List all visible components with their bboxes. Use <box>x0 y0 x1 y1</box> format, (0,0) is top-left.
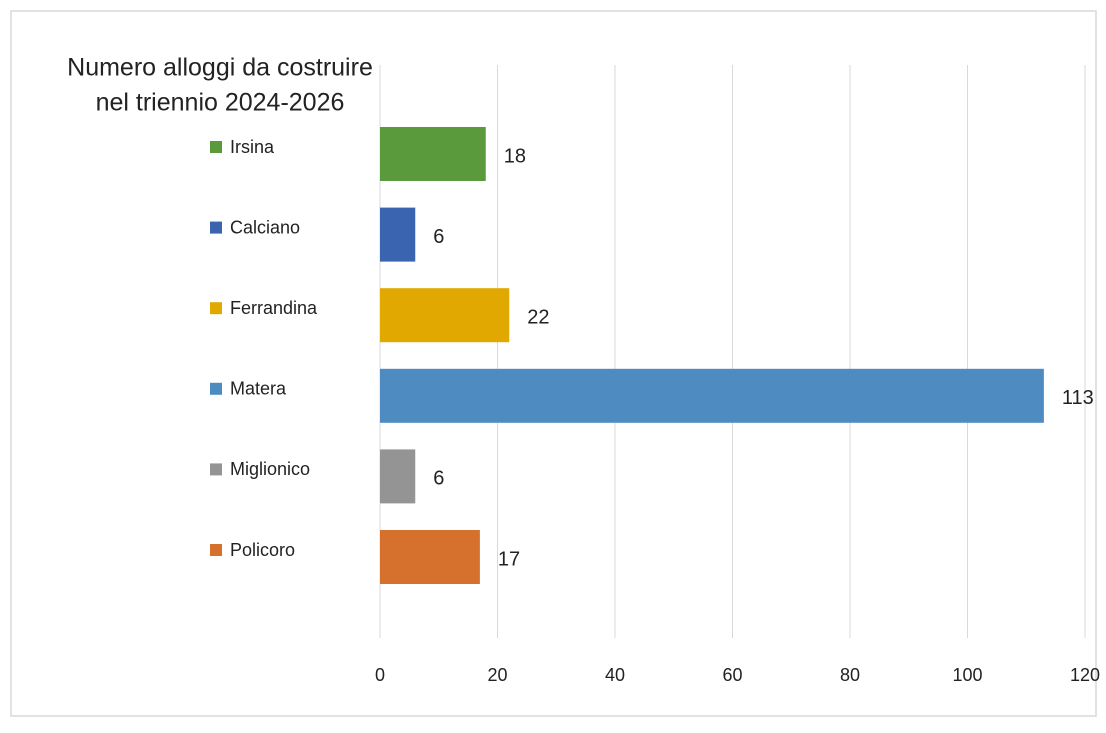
x-tick-label: 20 <box>487 665 507 685</box>
x-tick-label: 0 <box>375 665 385 685</box>
x-tick-label: 120 <box>1070 665 1100 685</box>
x-tick-label: 60 <box>722 665 742 685</box>
data-label: 17 <box>498 548 520 570</box>
legend-swatch <box>210 544 222 556</box>
legend-swatch <box>210 141 222 153</box>
data-label: 6 <box>433 226 444 248</box>
legend-label: Matera <box>230 379 287 399</box>
legend-label: Calciano <box>230 217 300 237</box>
data-label: 22 <box>527 306 549 328</box>
x-tick-label: 40 <box>605 665 625 685</box>
legend-label: Irsina <box>230 137 275 157</box>
chart-border <box>10 10 1097 717</box>
bar <box>380 288 510 343</box>
chart-subtitle: nel triennio 2024-2026 <box>96 89 345 117</box>
chart-title: Numero alloggi da costruire <box>67 54 373 82</box>
legend-label: Miglionico <box>230 459 310 479</box>
legend-swatch <box>210 221 222 234</box>
legend-swatch <box>210 463 222 476</box>
x-tick-label: 80 <box>840 665 860 685</box>
data-label: 6 <box>433 468 444 490</box>
x-tick-label: 100 <box>952 665 982 685</box>
legend-label: Ferrandina <box>230 298 318 318</box>
legend-label: Policoro <box>230 540 295 560</box>
bar <box>380 127 486 181</box>
legend-swatch <box>210 382 222 395</box>
data-label: 18 <box>504 145 526 167</box>
bar <box>380 530 480 584</box>
bar <box>380 368 1044 423</box>
bar <box>380 449 416 504</box>
bar <box>380 207 416 262</box>
legend-swatch <box>210 302 222 315</box>
data-label: 113 <box>1062 387 1094 409</box>
